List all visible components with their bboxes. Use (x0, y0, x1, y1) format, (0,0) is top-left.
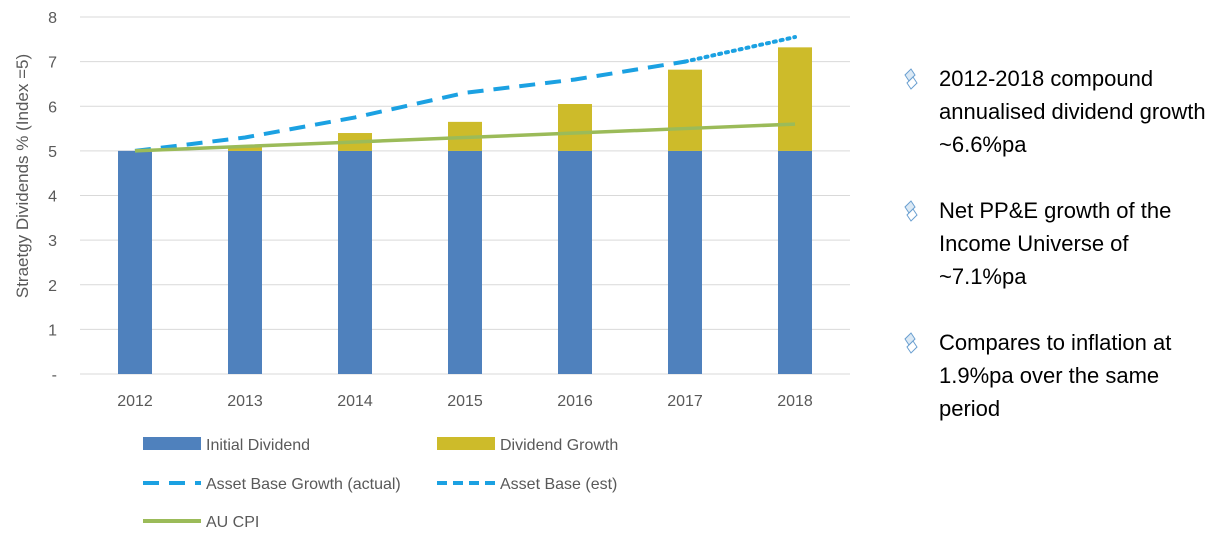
x-tick-label: 2012 (117, 393, 153, 410)
x-tick-label: 2017 (667, 393, 703, 410)
y-tick-label: 1 (48, 322, 57, 339)
bar-initial-dividend (778, 150, 812, 374)
legend-item: Asset Base (est) (437, 476, 617, 493)
bullet-text: Compares to inflation at 1.9%pa over the… (939, 330, 1172, 421)
legend-key-dividend-growth (437, 437, 495, 450)
legend-item: Dividend Growth (437, 437, 618, 454)
bullet-text: Net PP&E growth of the Income Universe o… (939, 198, 1172, 289)
legend: Initial Dividend Dividend Growth Asset Bas… (143, 437, 618, 531)
y-tick-label: 5 (48, 144, 57, 161)
y-tick-label: 6 (48, 99, 57, 116)
y-tick-label: - (52, 367, 57, 384)
dividend-chart: - 1 2 3 4 5 6 7 8 2012 2013 2014 2015 2016 2017 2018 S… (13, 10, 850, 531)
line-asset-base-growth-actual- (134, 59, 686, 153)
bar-initial-dividend (558, 150, 592, 374)
x-tick-label: 2015 (447, 393, 483, 410)
legend-label: Initial Dividend (206, 437, 310, 454)
bars (118, 47, 812, 374)
bar-dividend-growth (778, 47, 812, 151)
bar-initial-dividend (668, 150, 702, 374)
legend-label: Asset Base Growth (actual) (206, 476, 401, 493)
legend-label: AU CPI (206, 514, 259, 531)
bar-initial-dividend (118, 150, 152, 374)
bullet-item: 2012-2018 compound annualised dividend g… (900, 62, 1218, 161)
diamond-bullet-icon (904, 332, 918, 354)
diamond-bullet-icon (904, 200, 918, 222)
line-asset-base-est- (683, 35, 797, 64)
y-tick-label: 3 (48, 233, 57, 250)
y-tick-label: 8 (48, 10, 57, 27)
legend-item: Asset Base Growth (actual) (143, 476, 401, 493)
diamond-bullet-icon (904, 68, 918, 90)
bar-initial-dividend (228, 150, 262, 374)
x-tick-label: 2018 (777, 393, 813, 410)
bar-initial-dividend (448, 150, 482, 374)
bullet-item: Net PP&E growth of the Income Universe o… (900, 194, 1218, 293)
legend-item: Initial Dividend (143, 437, 310, 454)
bar-dividend-growth (558, 104, 592, 151)
bar-initial-dividend (338, 150, 372, 374)
legend-label: Dividend Growth (500, 437, 618, 454)
y-tick-label: 4 (48, 189, 57, 206)
bar-dividend-growth (228, 146, 262, 151)
legend-item: AU CPI (143, 514, 259, 531)
legend-key-initial-dividend (143, 437, 201, 450)
x-tick-label: 2014 (337, 393, 373, 410)
y-axis-title: Straetgy Dividends % (Index =5) (13, 54, 32, 298)
series-lines (134, 35, 797, 153)
y-tick-label: 7 (48, 55, 57, 72)
bar-dividend-growth (668, 69, 702, 151)
x-tick-label: 2016 (557, 393, 593, 410)
bullet-item: Compares to inflation at 1.9%pa over the… (900, 326, 1218, 425)
y-tick-label: 2 (48, 278, 57, 295)
bullet-list: 2012-2018 compound annualised dividend g… (900, 62, 1218, 458)
legend-label: Asset Base (est) (500, 476, 617, 493)
bullet-text: 2012-2018 compound annualised dividend g… (939, 66, 1206, 157)
x-tick-label: 2013 (227, 393, 263, 410)
x-axis-ticks: 2012 2013 2014 2015 2016 2017 2018 (117, 393, 813, 410)
y-axis-ticks: - 1 2 3 4 5 6 7 8 (48, 10, 57, 384)
line-au-cpi (134, 122, 796, 153)
